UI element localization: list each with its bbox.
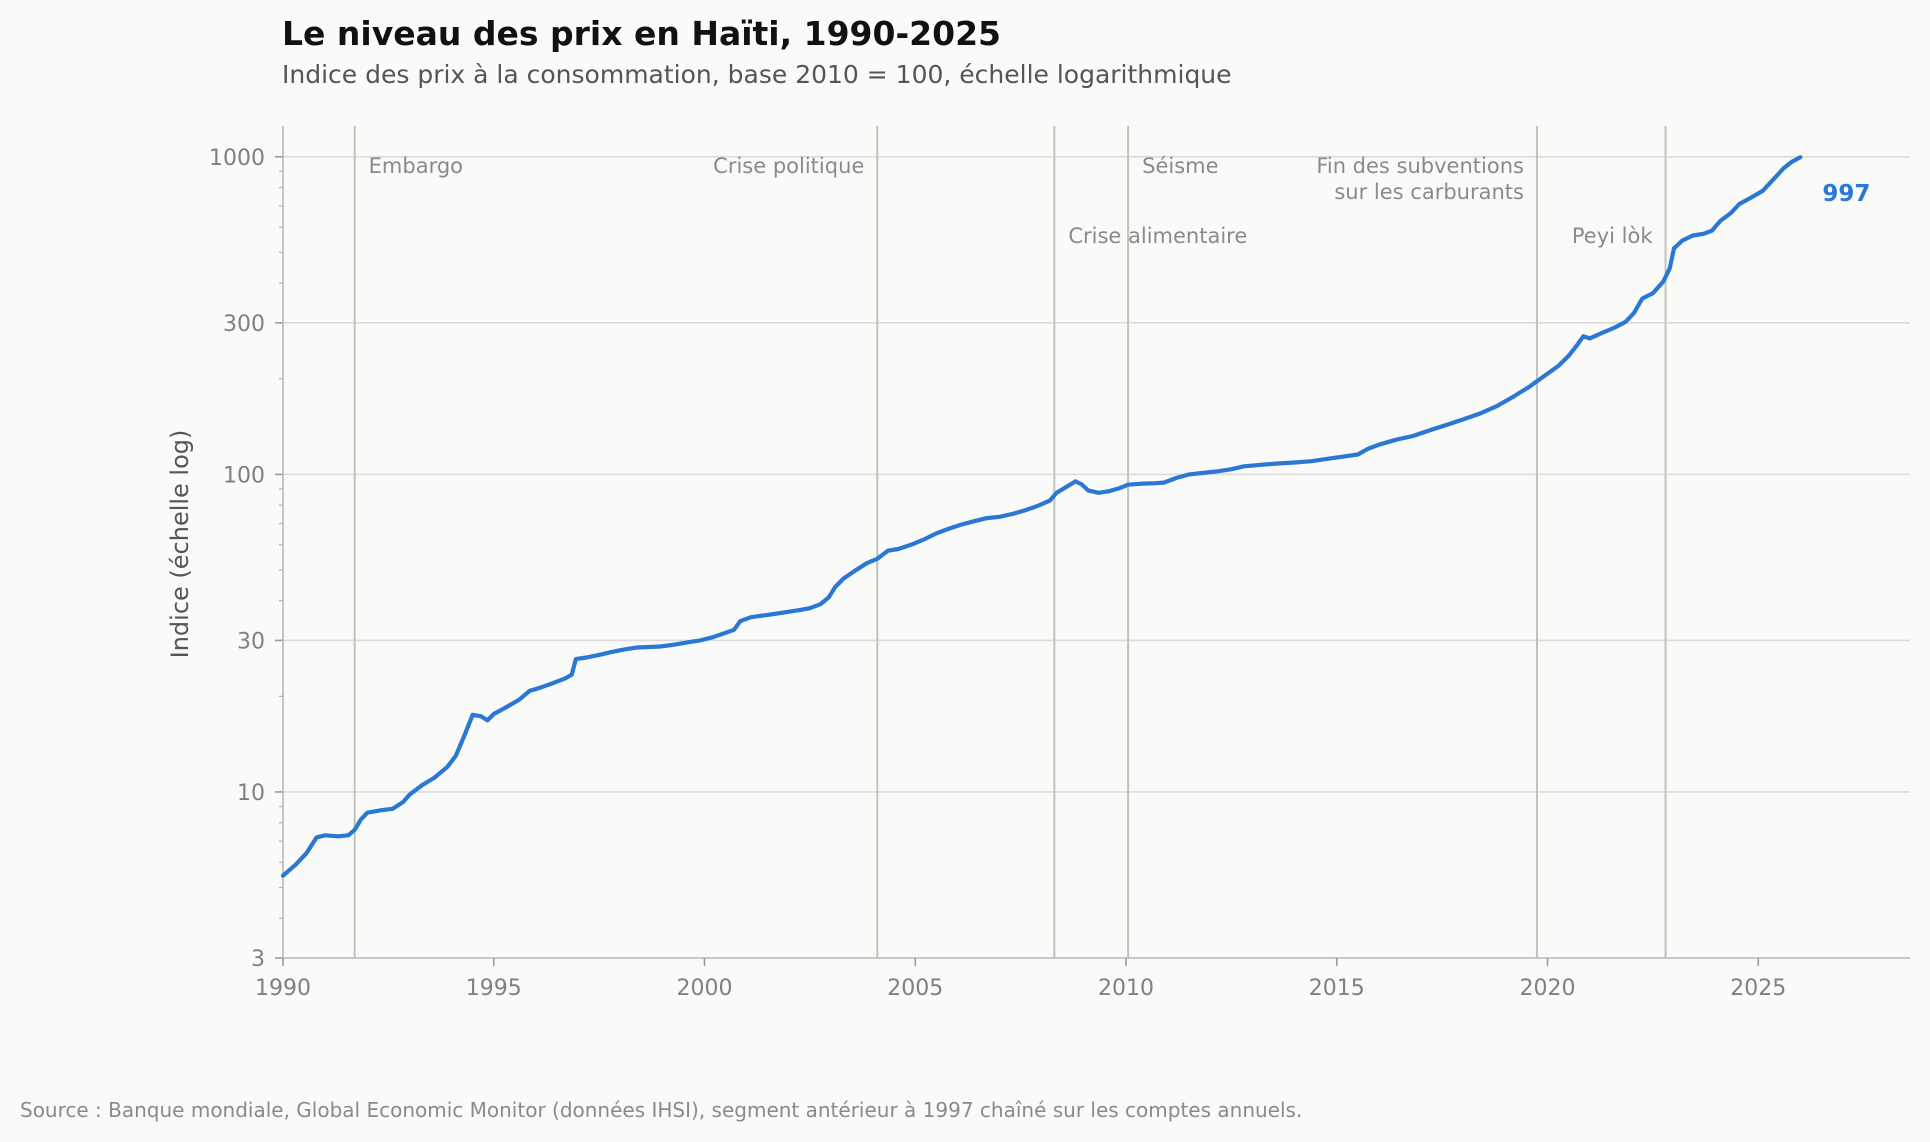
y-axis-label: Indice (échelle log) xyxy=(166,430,194,659)
event-label: Crise alimentaire xyxy=(1068,224,1247,248)
event-label: Peyi lòk xyxy=(1572,224,1653,248)
event-label: Embargo xyxy=(369,154,463,178)
x-tick-label: 2015 xyxy=(1309,976,1365,1001)
source-note: Source : Banque mondiale, Global Economi… xyxy=(20,1098,1302,1122)
chart-subtitle: Indice des prix à la consommation, base … xyxy=(282,60,1232,89)
axes: 3 10 30 100 300 1000 1990 1995 2000 2005 2010 2015 2… xyxy=(209,126,1910,1001)
y-tick-label: 10 xyxy=(237,781,265,806)
y-tick-label: 100 xyxy=(223,463,265,488)
gridlines xyxy=(283,155,1910,793)
y-tick-label: 30 xyxy=(237,629,265,654)
x-tick-label: 2025 xyxy=(1730,976,1786,1001)
series-layer: 997 xyxy=(280,155,1870,878)
y-tick-label: 3 xyxy=(251,947,265,972)
x-tick-label: 2020 xyxy=(1520,976,1576,1001)
event-label: Séisme xyxy=(1142,154,1218,178)
x-tick-label: 2000 xyxy=(677,976,733,1001)
cpi-series-line xyxy=(280,155,1803,878)
event-markers: Embargo Crise politique Crise alimentaire S… xyxy=(353,126,1667,958)
y-tick-label: 300 xyxy=(223,312,265,337)
event-label: sur les carburants xyxy=(1334,180,1524,204)
x-tick-label: 1990 xyxy=(255,976,311,1001)
chart-title: Le niveau des prix en Haïti, 1990-2025 xyxy=(282,14,1001,53)
x-tick-label: 2010 xyxy=(1098,976,1154,1001)
x-tick-label: 2005 xyxy=(887,976,943,1001)
end-value-label: 997 xyxy=(1822,181,1870,207)
x-tick-label: 1995 xyxy=(466,976,522,1001)
y-tick-label: 1000 xyxy=(209,146,265,171)
event-label: Crise politique xyxy=(713,154,864,178)
event-label: Fin des subventions xyxy=(1316,154,1524,178)
